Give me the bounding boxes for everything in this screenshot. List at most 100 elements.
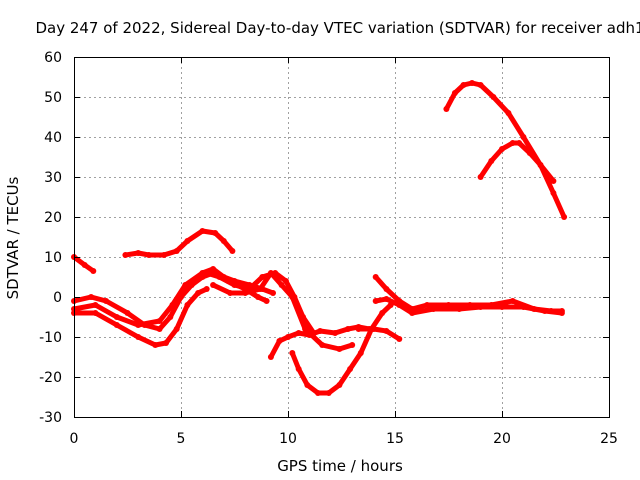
data-point bbox=[113, 314, 120, 320]
data-point bbox=[229, 248, 236, 254]
data-point bbox=[184, 238, 191, 244]
data-point bbox=[203, 270, 210, 276]
data-point bbox=[227, 290, 234, 296]
data-point bbox=[81, 262, 88, 268]
data-point bbox=[199, 228, 206, 234]
data-point bbox=[173, 326, 180, 332]
data-point bbox=[460, 82, 467, 88]
data-point bbox=[103, 298, 110, 304]
data-point bbox=[319, 342, 326, 348]
data-point bbox=[295, 366, 302, 372]
y-tick-label: 30 bbox=[44, 170, 62, 186]
data-point bbox=[306, 332, 313, 338]
data-point bbox=[88, 294, 95, 300]
y-tick-label: 60 bbox=[44, 50, 62, 66]
series-line-track-6 bbox=[204, 270, 317, 336]
data-point bbox=[257, 286, 264, 292]
x-tick-label: 15 bbox=[386, 431, 404, 447]
data-point bbox=[499, 146, 505, 152]
x-tick-label: 10 bbox=[279, 431, 297, 447]
data-point bbox=[231, 282, 238, 288]
x-tick-label: 20 bbox=[493, 431, 511, 447]
data-point bbox=[92, 302, 99, 308]
plot-frame bbox=[74, 57, 610, 418]
data-point bbox=[379, 310, 386, 316]
data-point bbox=[355, 326, 362, 332]
series-track-3 bbox=[71, 270, 270, 332]
data-point bbox=[469, 80, 475, 86]
data-point bbox=[396, 302, 403, 308]
data-point bbox=[424, 302, 431, 308]
data-point bbox=[550, 178, 557, 184]
data-point bbox=[325, 390, 332, 396]
data-point bbox=[289, 294, 296, 300]
series-line-track-8 bbox=[268, 324, 372, 360]
data-point bbox=[295, 330, 302, 336]
data-point bbox=[490, 94, 497, 100]
x-tick-label: 25 bbox=[600, 431, 618, 447]
y-tick-label: 40 bbox=[44, 130, 62, 146]
series-track-6 bbox=[203, 270, 317, 336]
series-track-1 bbox=[71, 254, 97, 274]
data-point bbox=[289, 350, 296, 356]
data-point bbox=[156, 326, 163, 332]
data-point bbox=[285, 334, 291, 340]
data-point bbox=[336, 382, 343, 388]
data-point bbox=[203, 286, 210, 292]
series-track-13 bbox=[443, 80, 568, 220]
data-point bbox=[409, 310, 416, 316]
series-line-track-4 bbox=[71, 286, 210, 348]
data-point bbox=[302, 326, 309, 332]
data-point bbox=[516, 140, 523, 146]
data-point bbox=[561, 214, 568, 220]
data-point bbox=[135, 334, 142, 340]
y-tick-label: 10 bbox=[44, 250, 62, 266]
data-point bbox=[347, 366, 354, 372]
data-point bbox=[541, 308, 548, 314]
data-point bbox=[195, 290, 202, 296]
data-point bbox=[220, 238, 227, 244]
data-point bbox=[477, 174, 484, 180]
data-point bbox=[276, 338, 283, 344]
data-point bbox=[124, 310, 131, 316]
series-track-10 bbox=[355, 326, 403, 342]
x-axis-label: GPS time / hours bbox=[277, 457, 403, 475]
data-point bbox=[242, 290, 249, 296]
series-line-track-2 bbox=[122, 228, 235, 258]
data-point bbox=[357, 350, 364, 356]
data-point bbox=[210, 282, 217, 288]
data-point bbox=[259, 274, 266, 280]
data-point bbox=[160, 252, 167, 258]
data-point bbox=[558, 310, 565, 316]
x-tick-label: 0 bbox=[70, 431, 79, 447]
data-point bbox=[182, 282, 189, 288]
data-point bbox=[509, 140, 516, 146]
data-point bbox=[396, 336, 403, 342]
series-track-12 bbox=[372, 296, 565, 316]
grid-layer bbox=[74, 57, 609, 417]
data-point bbox=[210, 266, 217, 272]
data-point bbox=[212, 230, 219, 236]
data-point bbox=[263, 298, 270, 304]
data-point bbox=[477, 304, 484, 310]
data-point bbox=[488, 158, 495, 164]
data-point bbox=[304, 382, 311, 388]
data-point bbox=[537, 162, 544, 168]
data-point bbox=[145, 252, 152, 258]
y-tick-label: -10 bbox=[39, 330, 62, 346]
data-point bbox=[370, 326, 377, 332]
data-point bbox=[430, 306, 437, 312]
data-point bbox=[332, 330, 339, 336]
data-point bbox=[169, 302, 176, 308]
data-point bbox=[122, 252, 129, 258]
data-point bbox=[550, 190, 557, 196]
data-point bbox=[344, 326, 351, 332]
data-point bbox=[336, 346, 343, 352]
data-point bbox=[135, 322, 142, 328]
y-tick-label: 50 bbox=[44, 90, 62, 106]
data-point bbox=[383, 328, 390, 334]
data-point bbox=[90, 268, 97, 274]
data-point bbox=[520, 304, 527, 310]
data-point bbox=[152, 342, 159, 348]
